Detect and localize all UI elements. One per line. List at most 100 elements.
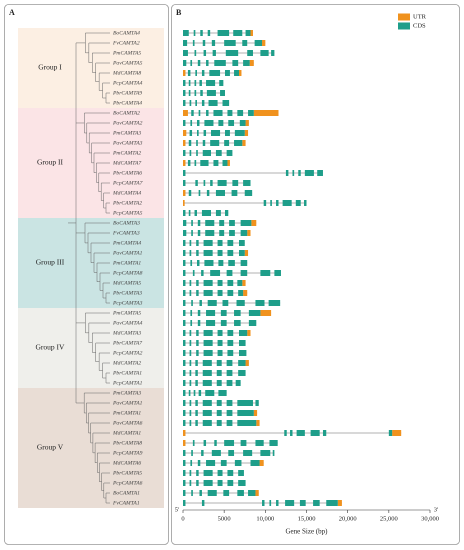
cds-block — [270, 200, 272, 206]
cds-block — [200, 90, 203, 96]
cds-block — [191, 490, 193, 496]
cds-block — [217, 30, 230, 36]
cds-block — [203, 240, 213, 246]
cds-block — [187, 70, 191, 76]
cds-block — [226, 410, 233, 416]
cds-block — [183, 340, 186, 346]
group-label: Group I — [38, 63, 62, 72]
gene-label: PmCAMTA1 — [112, 410, 141, 416]
tree: BoCAMTA4 FvCAMTA2 PmCAMTA5 PavCAMTA5 MdCAMTA… — [68, 30, 143, 506]
gene-label: PavCAMTA6 — [112, 420, 143, 426]
cds-block — [189, 150, 192, 156]
utr-block — [183, 190, 186, 196]
cds-block — [190, 460, 193, 466]
gene-label: FvCAMTA1 — [112, 500, 140, 506]
end-label: 3' — [434, 506, 438, 513]
cds-block — [190, 310, 193, 316]
cds-block — [189, 380, 192, 386]
cds-block — [237, 400, 253, 406]
cds-block — [227, 470, 234, 476]
cds-block — [210, 140, 220, 146]
cds-block — [260, 270, 271, 276]
cds-block — [210, 270, 221, 276]
cds-block — [240, 440, 247, 446]
gene-label: BoCAMTA2 — [113, 110, 140, 116]
group-backgrounds: Group I Group II Group III Group IV Group V — [18, 28, 164, 508]
cds-block — [238, 480, 246, 486]
cds-block — [222, 100, 230, 106]
cds-block — [202, 40, 206, 46]
cds-block — [243, 60, 250, 66]
cds-block — [232, 60, 239, 66]
cds-block — [247, 50, 253, 56]
gene-label: PbrCAMTA3 — [112, 290, 142, 296]
cds-block — [196, 340, 199, 346]
cds-block — [197, 230, 201, 236]
cds-block — [201, 270, 204, 276]
cds-block — [183, 260, 186, 266]
utr-block — [183, 430, 186, 436]
cds-block — [197, 320, 201, 326]
gene-label: PcpCAMTA9 — [112, 450, 143, 456]
cds-block — [217, 340, 223, 346]
cds-block — [183, 410, 186, 416]
cds-block — [193, 390, 196, 396]
cds-block — [238, 350, 247, 356]
cds-block — [216, 420, 222, 426]
cds-block — [201, 500, 205, 506]
cds-block — [183, 240, 186, 246]
utr-block — [253, 110, 279, 116]
cds-block — [183, 400, 186, 406]
cds-block — [238, 470, 244, 476]
cds-block — [201, 100, 205, 106]
cds-block — [226, 360, 233, 366]
cds-block — [271, 50, 275, 56]
cds-block — [183, 90, 186, 96]
cds-block — [215, 210, 221, 216]
cds-block — [227, 240, 234, 246]
cds-block — [196, 480, 199, 486]
gene-label: PavCAMTA4 — [112, 320, 143, 326]
utr-block — [243, 290, 248, 296]
cds-block — [268, 300, 281, 306]
x-tick-label: 15,000 — [298, 515, 316, 522]
cds-block — [216, 380, 222, 386]
gene-label: MdCAMTA3 — [112, 330, 141, 336]
gene-label: PbrCAMTA1 — [112, 370, 142, 376]
cds-block — [191, 110, 194, 116]
cds-block — [195, 370, 198, 376]
cds-block — [217, 280, 223, 286]
cds-block — [206, 190, 210, 196]
cds-block — [183, 370, 186, 376]
cds-block — [194, 160, 197, 166]
gene-label: MdCAMTA1 — [112, 430, 141, 436]
cds-block — [322, 430, 327, 436]
cds-block — [189, 290, 192, 296]
cds-block — [296, 430, 305, 436]
gene-label: PcpCAMTA5 — [112, 210, 143, 216]
cds-block — [227, 340, 234, 346]
cds-block — [234, 70, 239, 76]
cds-block — [240, 260, 248, 266]
cds-block — [304, 200, 307, 206]
gene-label: FvCAMTA2 — [112, 40, 140, 46]
cds-block — [191, 220, 193, 226]
cds-block — [201, 210, 211, 216]
utr-block — [262, 40, 266, 46]
cds-block — [183, 180, 186, 186]
cds-block — [196, 150, 198, 156]
cds-block — [196, 130, 199, 136]
cds-block — [237, 110, 244, 116]
gene-label: MdCAMTA2 — [112, 360, 141, 366]
utr-block — [250, 30, 253, 36]
cds-block — [204, 260, 214, 266]
cds-block — [183, 470, 186, 476]
cds-block — [216, 370, 222, 376]
cds-block — [192, 40, 195, 46]
cds-block — [229, 220, 235, 226]
utr-block — [227, 160, 230, 166]
cds-block — [202, 400, 212, 406]
cds-block — [222, 160, 228, 166]
x-tick-label: 0 — [181, 515, 184, 522]
gene-label: MdCAMTA6 — [112, 460, 141, 466]
